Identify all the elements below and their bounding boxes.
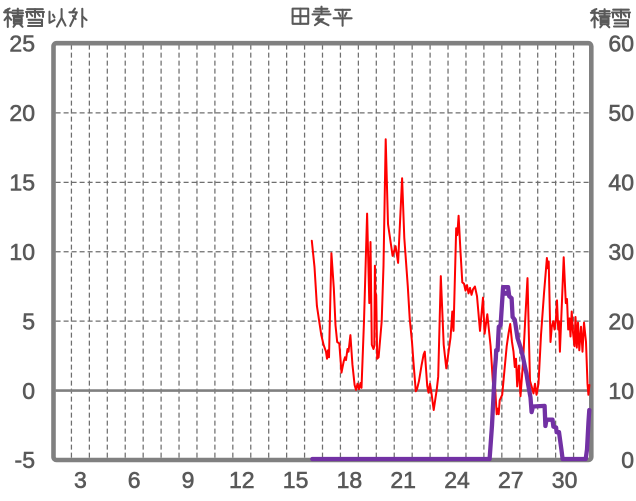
svg-text:25: 25 — [9, 31, 35, 57]
svg-text:27: 27 — [498, 467, 524, 493]
svg-text:15: 15 — [283, 467, 309, 493]
svg-text:6: 6 — [128, 467, 141, 493]
svg-text:30: 30 — [608, 239, 634, 265]
svg-text:20: 20 — [9, 100, 35, 126]
svg-text:50: 50 — [608, 100, 634, 126]
svg-text:40: 40 — [608, 170, 634, 196]
svg-text:3: 3 — [74, 467, 87, 493]
svg-text:18: 18 — [337, 467, 363, 493]
svg-text:9: 9 — [182, 467, 195, 493]
svg-text:12: 12 — [229, 467, 255, 493]
svg-text:0: 0 — [621, 447, 634, 473]
svg-text:-5: -5 — [15, 447, 35, 473]
svg-text:0: 0 — [22, 378, 35, 404]
svg-text:10: 10 — [608, 378, 634, 404]
svg-text:15: 15 — [9, 170, 35, 196]
svg-text:5: 5 — [22, 308, 35, 334]
svg-text:21: 21 — [390, 467, 416, 493]
svg-text:24: 24 — [444, 467, 470, 493]
svg-text:60: 60 — [608, 31, 634, 57]
svg-text:10: 10 — [9, 239, 35, 265]
svg-text:20: 20 — [608, 308, 634, 334]
svg-text:30: 30 — [552, 467, 578, 493]
